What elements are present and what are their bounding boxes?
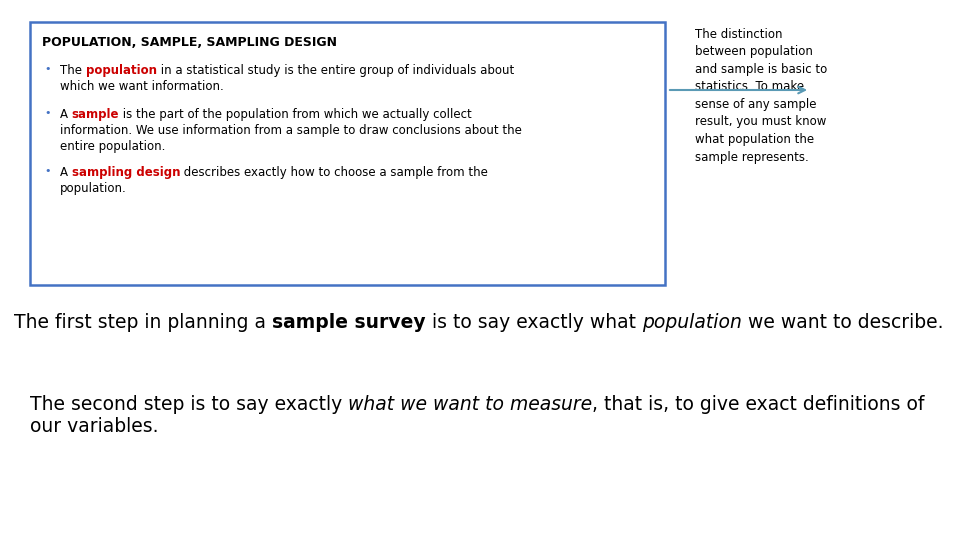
Text: population: population <box>85 64 156 77</box>
Text: information. We use information from a sample to draw conclusions about the: information. We use information from a s… <box>60 124 522 137</box>
Text: The distinction
between population
and sample is basic to
statistics. To make
se: The distinction between population and s… <box>695 28 828 164</box>
Text: The: The <box>60 64 85 77</box>
Text: sampling design: sampling design <box>72 166 180 179</box>
Text: •: • <box>44 64 51 74</box>
Text: , that is, to give exact definitions of: , that is, to give exact definitions of <box>592 395 924 414</box>
Text: sample: sample <box>72 108 119 121</box>
Text: •: • <box>44 166 51 176</box>
Text: The first step in planning a: The first step in planning a <box>14 313 272 332</box>
Text: in a statistical study is the entire group of individuals about: in a statistical study is the entire gro… <box>156 64 514 77</box>
Text: population.: population. <box>60 182 127 195</box>
Text: The second step is to say exactly: The second step is to say exactly <box>30 395 348 414</box>
Text: sample survey: sample survey <box>272 313 425 332</box>
Text: POPULATION, SAMPLE, SAMPLING DESIGN: POPULATION, SAMPLE, SAMPLING DESIGN <box>42 36 337 49</box>
Text: A: A <box>60 108 72 121</box>
Bar <box>30 22 665 285</box>
Text: A: A <box>60 166 72 179</box>
Text: •: • <box>44 108 51 118</box>
Text: our variables.: our variables. <box>30 417 158 436</box>
Text: describes exactly how to choose a sample from the: describes exactly how to choose a sample… <box>180 166 488 179</box>
Text: entire population.: entire population. <box>60 140 165 153</box>
Text: we want to describe.: we want to describe. <box>741 313 943 332</box>
Text: which we want information.: which we want information. <box>60 80 224 93</box>
Text: what we want to measure: what we want to measure <box>348 395 592 414</box>
Text: is the part of the population from which we actually collect: is the part of the population from which… <box>119 108 472 121</box>
Text: is to say exactly what: is to say exactly what <box>425 313 641 332</box>
Text: population: population <box>641 313 741 332</box>
